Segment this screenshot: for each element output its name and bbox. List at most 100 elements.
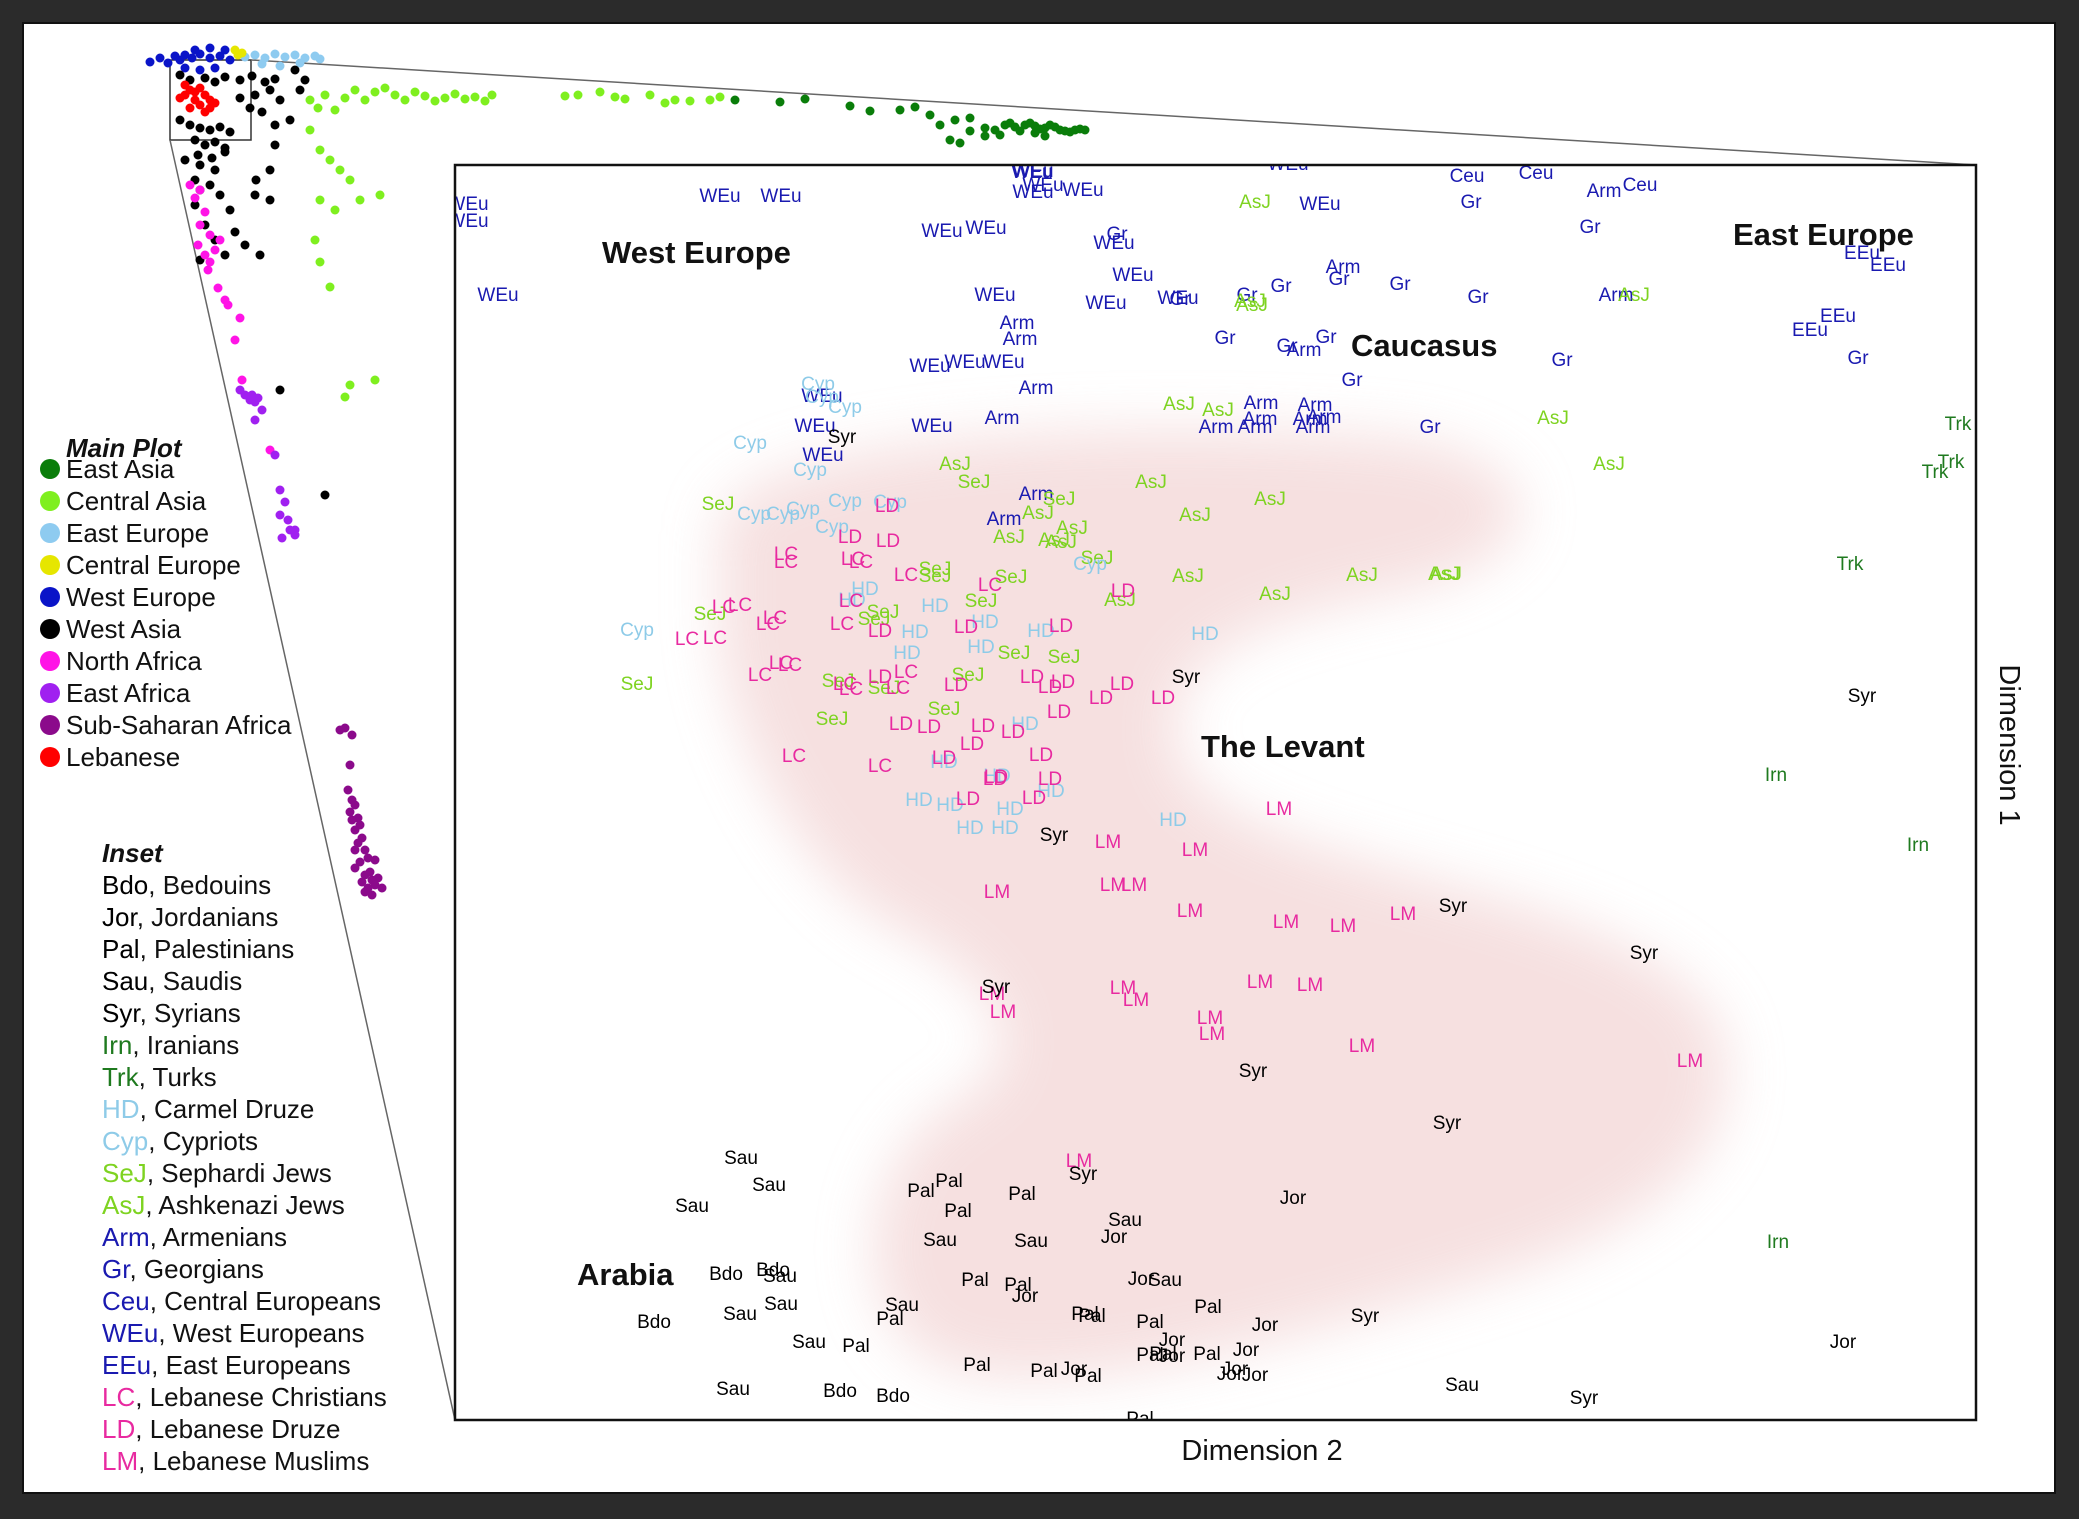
legend-inset-name: , Turks (139, 1062, 217, 1092)
point-west-asia (245, 103, 255, 113)
point-central-asia (350, 85, 360, 95)
point-label-lc: LC (839, 679, 863, 700)
point-label-arm: Arm (1244, 393, 1279, 414)
point-label-pal: Pal (1008, 1184, 1035, 1205)
point-label-weu: WEu (1267, 154, 1308, 175)
point-label-hd: HD (905, 790, 932, 811)
main-plot (145, 43, 1090, 900)
point-label-hd: HD (893, 643, 920, 664)
legend-inset-sau: Sau, Saudis (102, 966, 242, 996)
point-label-sau: Sau (723, 1304, 757, 1325)
point-label-jor: Jor (1222, 1359, 1249, 1380)
legend-inset-title: Inset (102, 838, 164, 868)
point-label-gr: Gr (1551, 350, 1573, 371)
legend-swatch-east-africa (40, 683, 60, 703)
point-label-cyp: Cyp (815, 517, 849, 538)
point-west-asia (220, 147, 230, 157)
point-label-gr: Gr (1389, 274, 1411, 295)
point-label-lm: LM (1677, 1051, 1703, 1072)
point-label-asj: AsJ (939, 454, 971, 475)
point-label-weu: WEu (1342, 148, 1383, 169)
point-label-syr: Syr (1040, 825, 1069, 846)
point-west-asia (247, 71, 257, 81)
point-label-ld: LD (889, 714, 913, 735)
point-label-gr: Gr (1341, 370, 1363, 391)
point-west-asia (193, 150, 203, 160)
legend-inset-code: Ceu (102, 1286, 150, 1316)
point-central-asia (420, 91, 430, 101)
point-label-hd: HD (983, 766, 1010, 787)
point-central-asia (645, 90, 655, 100)
point-north-africa (203, 265, 213, 275)
point-east-europe (295, 58, 305, 68)
point-sub-saharan-africa (360, 887, 370, 897)
point-central-asia (400, 95, 410, 105)
point-label-arm: Arm (1199, 417, 1234, 438)
point-label-pal: Pal (876, 1309, 903, 1330)
point-label-pal: Pal (1136, 1312, 1163, 1333)
point-west-europe (205, 53, 215, 63)
point-east-asia (950, 115, 960, 125)
legend-inset-name: , Lebanese Druze (135, 1414, 340, 1444)
point-label-arm: Arm (985, 408, 1020, 429)
point-lebanese (175, 93, 185, 103)
point-label-lc: LC (728, 595, 752, 616)
point-east-asia (800, 94, 810, 104)
point-west-asia (265, 195, 275, 205)
point-central-asia (315, 257, 325, 267)
point-east-asia (1015, 126, 1025, 136)
point-label-syr: Syr (828, 427, 857, 448)
point-central-asia (313, 103, 323, 113)
point-label-gr: Gr (1270, 276, 1292, 297)
point-lebanese (195, 100, 205, 110)
point-label-asj: AsJ (1234, 291, 1266, 312)
point-label-arm: Arm (1326, 257, 1361, 278)
point-central-asia (315, 195, 325, 205)
point-label-bdo: Bdo (756, 1260, 790, 1281)
point-label-sej: SeJ (928, 699, 961, 720)
point-label-eeu: EEu (1844, 243, 1880, 264)
point-label-lc: LC (894, 662, 918, 683)
legend-inset-name: , Armenians (150, 1222, 287, 1252)
point-label-lc: LC (830, 614, 854, 635)
point-label-asj: AsJ (1254, 489, 1286, 510)
point-label-weu: WEu (1132, 148, 1173, 169)
point-west-asia (210, 137, 220, 147)
point-label-lm: LM (1390, 904, 1416, 925)
point-label-trk: Trk (1945, 414, 1972, 435)
point-label-gr: Gr (1106, 224, 1128, 245)
point-label-arm: Arm (1587, 181, 1622, 202)
legend-inset-jor: Jor, Jordanians (102, 902, 278, 932)
point-label-sau: Sau (752, 1175, 786, 1196)
point-label-asj: AsJ (1346, 565, 1378, 586)
point-west-asia (240, 240, 250, 250)
point-central-asia (573, 90, 583, 100)
point-west-asia (257, 107, 267, 117)
point-central-asia (715, 92, 725, 102)
point-central-asia (610, 92, 620, 102)
legend-inset-name: , Lebanese Muslims (138, 1446, 369, 1476)
legend-inset-code: Pal (102, 934, 140, 964)
point-central-asia (360, 95, 370, 105)
point-label-asj: AsJ (993, 527, 1025, 548)
point-label-hd: HD (1037, 781, 1064, 802)
legend-inset-name: , Lebanese Christians (135, 1382, 386, 1412)
point-sub-saharan-africa (340, 723, 350, 733)
point-label-pal: Pal (1071, 1304, 1098, 1325)
point-label-gr: Gr (1460, 192, 1482, 213)
point-label-pal: Pal (1126, 1409, 1153, 1430)
point-label-sau: Sau (716, 1379, 750, 1400)
point-label-asj: AsJ (1045, 532, 1077, 553)
point-west-asia (251, 175, 261, 185)
point-east-africa (277, 533, 287, 543)
point-label-ceu: Ceu (1623, 175, 1658, 196)
point-label-lm: LM (1273, 912, 1299, 933)
point-label-lc: LC (782, 746, 806, 767)
point-label-weu: WEu (1011, 162, 1052, 183)
legend-inset-code: Jor (102, 902, 138, 932)
point-label-lc: LC (703, 628, 727, 649)
point-label-jor: Jor (1101, 1227, 1128, 1248)
legend-inset-name: , West Europeans (158, 1318, 364, 1348)
point-label-lc: LC (748, 665, 772, 686)
